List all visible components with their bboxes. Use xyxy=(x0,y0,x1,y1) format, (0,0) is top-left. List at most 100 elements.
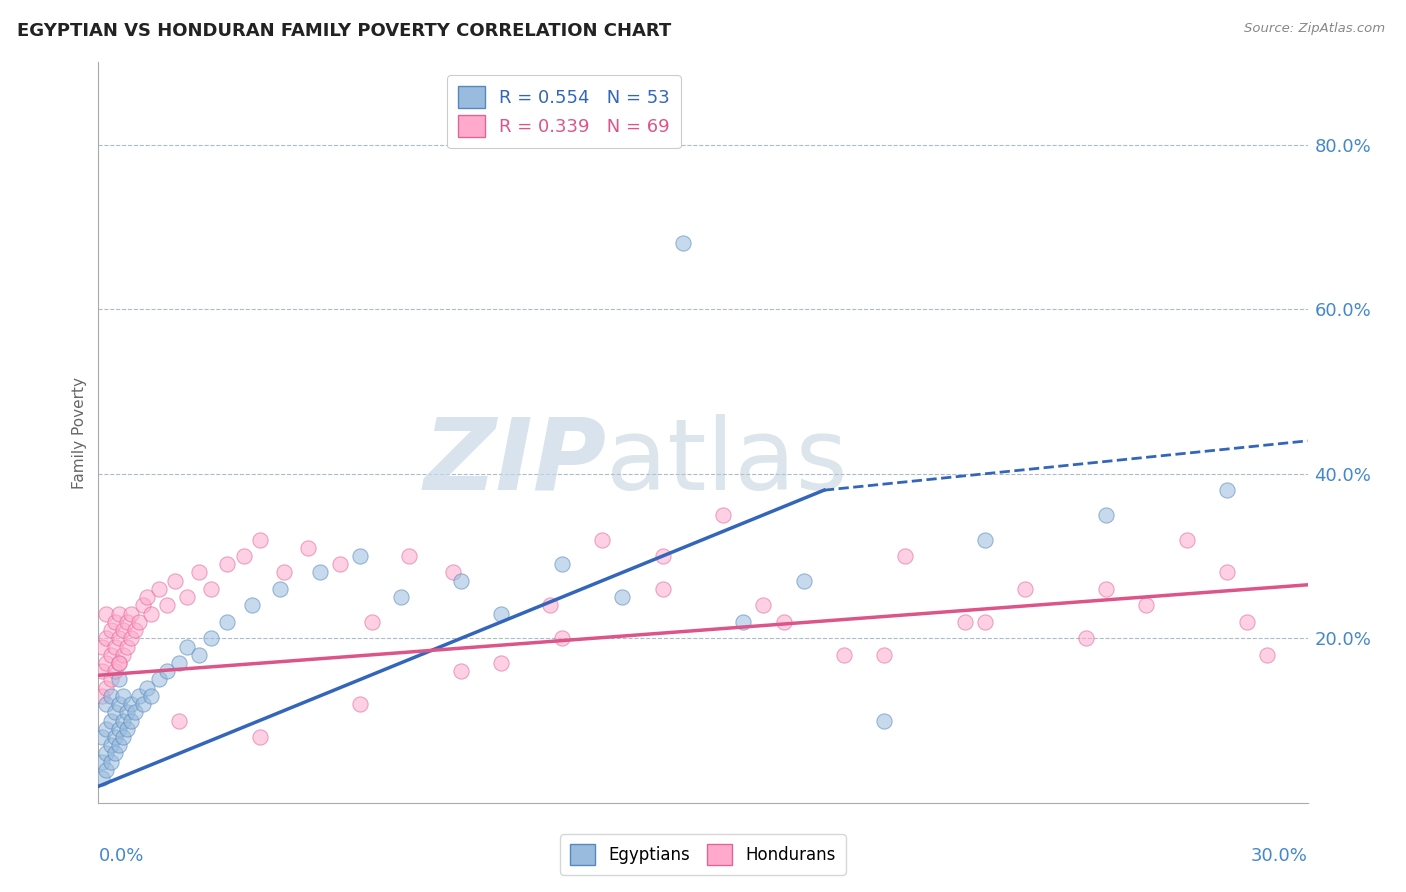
Point xyxy=(240,599,263,613)
Point xyxy=(96,632,118,646)
Point xyxy=(188,566,211,580)
Point xyxy=(974,533,997,547)
Point xyxy=(120,632,142,646)
Point xyxy=(107,738,129,752)
Point xyxy=(217,558,239,572)
Point xyxy=(148,582,170,596)
Point xyxy=(1216,483,1239,498)
Point xyxy=(120,714,142,728)
Point xyxy=(124,706,146,720)
Point xyxy=(1095,582,1118,596)
Point xyxy=(100,755,122,769)
Point xyxy=(176,590,198,604)
Point xyxy=(249,533,271,547)
Point xyxy=(96,747,118,761)
Point xyxy=(167,714,190,728)
Point xyxy=(91,755,114,769)
Point xyxy=(115,706,138,720)
Point xyxy=(793,574,815,588)
Point xyxy=(115,722,138,736)
Point xyxy=(398,549,420,563)
Point xyxy=(389,590,412,604)
Point xyxy=(1014,582,1036,596)
Point xyxy=(200,582,222,596)
Point xyxy=(103,747,125,761)
Point xyxy=(1175,533,1198,547)
Point xyxy=(148,673,170,687)
Point xyxy=(591,533,613,547)
Point xyxy=(111,623,134,637)
Point xyxy=(107,697,129,711)
Point xyxy=(156,664,179,678)
Point xyxy=(711,508,734,522)
Text: atlas: atlas xyxy=(606,414,848,511)
Point xyxy=(176,640,198,654)
Point xyxy=(441,566,464,580)
Legend: Egyptians, Hondurans: Egyptians, Hondurans xyxy=(560,834,846,875)
Text: 30.0%: 30.0% xyxy=(1251,847,1308,865)
Point xyxy=(450,664,472,678)
Point xyxy=(752,599,775,613)
Point xyxy=(100,714,122,728)
Point xyxy=(349,549,371,563)
Point xyxy=(974,615,997,629)
Point xyxy=(128,615,150,629)
Point xyxy=(832,648,855,662)
Point xyxy=(873,648,896,662)
Point xyxy=(103,706,125,720)
Point xyxy=(100,648,122,662)
Point xyxy=(733,615,755,629)
Point xyxy=(91,771,114,785)
Point xyxy=(115,640,138,654)
Point xyxy=(551,558,574,572)
Point xyxy=(107,722,129,736)
Point xyxy=(120,607,142,621)
Point xyxy=(96,697,118,711)
Point xyxy=(135,590,157,604)
Point xyxy=(115,615,138,629)
Point xyxy=(111,648,134,662)
Point xyxy=(156,599,179,613)
Point xyxy=(450,574,472,588)
Point xyxy=(273,566,295,580)
Point xyxy=(651,549,673,563)
Point xyxy=(309,566,332,580)
Point xyxy=(91,664,114,678)
Point xyxy=(91,640,114,654)
Point xyxy=(91,689,114,703)
Point xyxy=(491,656,513,670)
Point xyxy=(953,615,976,629)
Point xyxy=(111,730,134,744)
Point xyxy=(107,673,129,687)
Point xyxy=(103,615,125,629)
Point xyxy=(1216,566,1239,580)
Point xyxy=(107,656,129,670)
Point xyxy=(135,681,157,695)
Point xyxy=(163,574,186,588)
Point xyxy=(132,697,155,711)
Point xyxy=(612,590,634,604)
Point xyxy=(188,648,211,662)
Point xyxy=(111,714,134,728)
Point xyxy=(873,714,896,728)
Point xyxy=(96,763,118,777)
Text: EGYPTIAN VS HONDURAN FAMILY POVERTY CORRELATION CHART: EGYPTIAN VS HONDURAN FAMILY POVERTY CORR… xyxy=(17,22,671,40)
Point xyxy=(120,697,142,711)
Legend: R = 0.554   N = 53, R = 0.339   N = 69: R = 0.554 N = 53, R = 0.339 N = 69 xyxy=(447,75,681,148)
Point xyxy=(128,689,150,703)
Point xyxy=(232,549,254,563)
Point xyxy=(893,549,915,563)
Point xyxy=(139,607,162,621)
Point xyxy=(107,656,129,670)
Point xyxy=(361,615,384,629)
Point xyxy=(100,673,122,687)
Point xyxy=(96,722,118,736)
Point xyxy=(103,730,125,744)
Point xyxy=(491,607,513,621)
Point xyxy=(167,656,190,670)
Point xyxy=(96,681,118,695)
Point xyxy=(100,689,122,703)
Point xyxy=(651,582,673,596)
Point xyxy=(672,236,695,251)
Point xyxy=(1095,508,1118,522)
